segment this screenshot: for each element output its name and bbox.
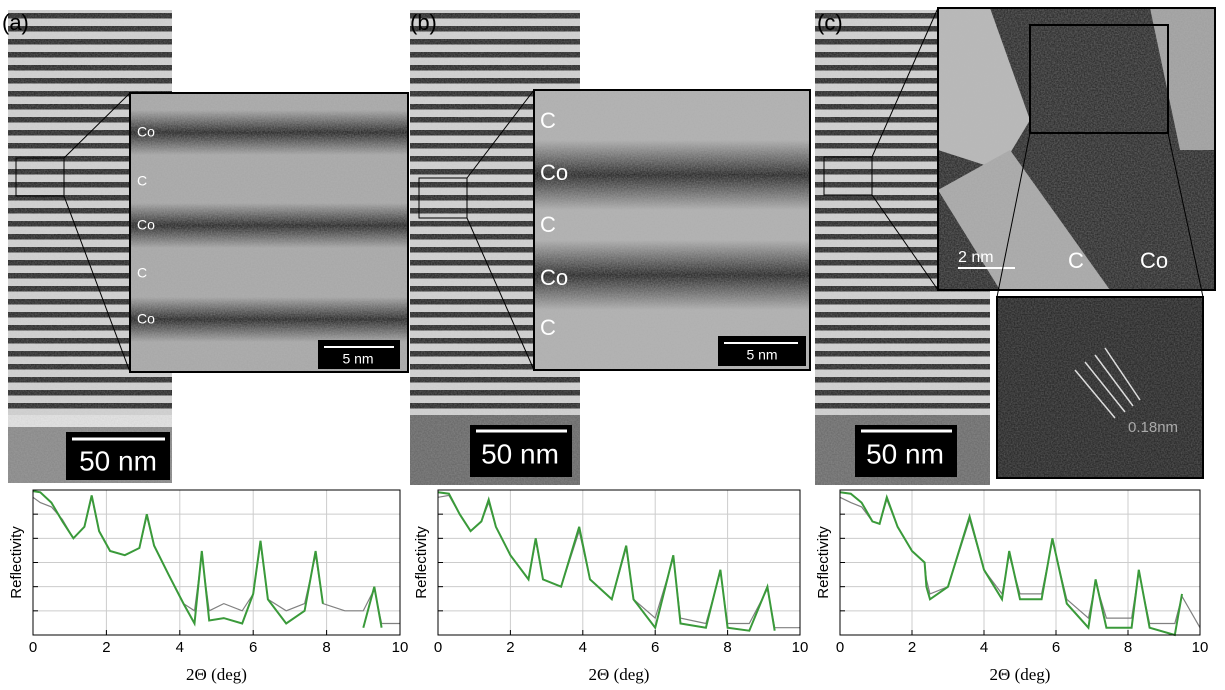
x-tick-label: 2 [102,639,110,656]
panel-a: Co C Co C Co 5 nm 50 nm (a) [2,10,409,483]
x-tick-label: 0 [434,639,442,656]
noise [130,93,408,372]
panel-b: C Co C Co C 5 nm 50 nm (b) [410,10,811,485]
x-tick-label: 8 [322,639,330,656]
connector [871,7,939,158]
plot-border [32,489,401,636]
plot-border [437,489,801,636]
series-line [839,491,1183,637]
layer-label: C [137,265,147,281]
x-tick-label: 0 [29,639,37,656]
x-tick-label: 8 [1124,639,1132,656]
scale-box [855,425,957,477]
inset-border [937,7,1216,291]
x-tick-label: 2 [908,639,916,656]
x-tick-label: 6 [651,639,659,656]
series-line [437,491,776,632]
charts: 0 2 4 6 8 10 2Θ (deg) Reflectivity 0 2 4 6 8 10 2Θ (de… [8,489,1209,684]
panel-c: 2 nm C Co 0.18nm 50 nm (c) [815,7,1216,485]
layer-label: C [1068,248,1084,273]
layer-label: C [540,315,556,340]
layer-label: Co [137,124,155,140]
connector [63,92,131,159]
connector [63,195,131,373]
x-tick-label: 10 [392,639,409,656]
connector [871,194,939,291]
x-axis-label: 2Θ (deg) [990,665,1051,684]
spacing-label: 0.18nm [1128,419,1178,436]
y-axis-label: Reflectivity [8,526,25,599]
inset-border [533,89,811,371]
x-axis-label: 2Θ (deg) [186,665,247,684]
x-tick-label: 2 [506,639,514,656]
noise [534,90,810,370]
layer-label: Co [1140,248,1168,273]
scale-label: 2 nm [958,249,994,266]
layer-label: C [540,212,556,237]
layer-label: Co [540,265,568,290]
zoom-box [1029,24,1169,134]
layer-label: C [137,173,147,189]
connector [1167,132,1204,298]
x-tick-label: 4 [579,639,587,656]
x-axis-label: 2Θ (deg) [589,665,650,684]
plot-border [839,489,1201,636]
connector [466,89,535,179]
x-tick-label: 10 [792,639,809,656]
x-tick-label: 6 [1052,639,1060,656]
zoom-box [418,177,468,219]
scale-box [718,336,806,366]
inset-border [996,296,1204,479]
y-axis-label: Reflectivity [815,526,832,599]
x-tick-label: 0 [836,639,844,656]
x-tick-label: 6 [249,639,257,656]
connector [466,217,535,371]
scale-box [318,340,400,369]
scale-label: 50 nm [481,438,559,469]
x-tick-label: 10 [1192,639,1209,656]
x-tick-label: 8 [723,639,731,656]
fringes [1074,347,1141,419]
scale-label: 5 nm [746,347,777,363]
series-line [32,490,383,628]
scale-label: 50 nm [866,438,944,469]
x-tick-label: 4 [980,639,988,656]
scale-label: 5 nm [342,351,373,367]
inset-border [129,92,409,373]
zoom-box [823,156,873,196]
layer-label: C [540,108,556,133]
panel-label: (b) [410,10,437,35]
y-axis-label: Reflectivity [413,526,430,599]
layer-label: Co [137,311,155,327]
scale-box [470,425,572,477]
layer-label: Co [137,217,155,233]
panel-label: (a) [2,10,29,35]
scale-label: 50 nm [79,445,157,476]
noise [997,297,1203,478]
layer-label: Co [540,160,568,185]
connector [996,132,1031,298]
zoom-box [15,157,65,197]
x-tick-label: 4 [176,639,184,656]
panel-label: (c) [817,10,843,35]
